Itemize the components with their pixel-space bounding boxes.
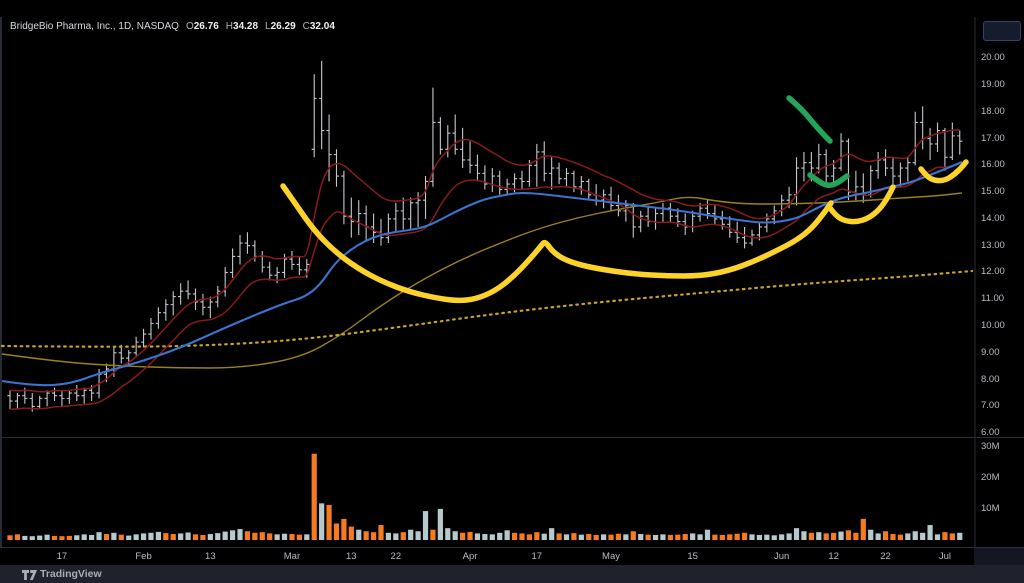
time-tick-label: 22 <box>390 551 402 562</box>
ohlc-key: O <box>185 21 194 32</box>
ohlc-value: 34.28 <box>233 21 259 32</box>
price-tick-label: 20.00 <box>981 52 1005 64</box>
ohlc-value: 32.04 <box>309 21 335 32</box>
footer-bar: TradingView <box>0 565 1024 583</box>
time-tick-label: Apr <box>462 551 478 562</box>
ohlc-value: 26.76 <box>193 21 219 32</box>
volume-tick-label: 10M <box>981 503 1000 514</box>
price-tick-label: 10.00 <box>981 320 1005 332</box>
price-axis-label-box <box>983 21 1021 41</box>
time-tick-label: 13 <box>205 551 216 562</box>
price-tick-label: 7.00 <box>981 400 1000 412</box>
price-tick-label: 19.00 <box>981 78 1005 90</box>
yellow-brush-drawing[interactable] <box>827 184 896 225</box>
volume-tick-label: 30M <box>981 441 1000 452</box>
ohlc-key: H <box>225 21 234 32</box>
blue-ma-line <box>1 161 963 387</box>
time-tick-label: 15 <box>687 551 698 562</box>
time-tick-label: Jul <box>938 551 951 562</box>
green-brush-drawing[interactable] <box>786 95 833 144</box>
time-tick-label: May <box>602 551 620 562</box>
price-tick-label: 16.00 <box>981 159 1005 171</box>
symbol-title[interactable]: BridgeBio Pharma, Inc., 1D, NASDAQ <box>10 21 179 32</box>
yellow-brush-drawing[interactable] <box>918 159 969 184</box>
time-tick-label: 17 <box>56 551 68 562</box>
ohlc-value: 26.29 <box>270 21 296 32</box>
price-tick-label: 18.00 <box>981 105 1005 117</box>
green-brush-drawing[interactable] <box>807 172 850 189</box>
price-tick-label: 9.00 <box>981 346 1000 358</box>
time-tick-label: 13 <box>346 551 357 562</box>
time-tick-label: Jun <box>774 551 790 562</box>
price-pane[interactable] <box>0 60 974 412</box>
time-tick-label: Feb <box>135 551 152 562</box>
tradingview-brand-text[interactable]: TradingView <box>40 568 102 580</box>
volume-pane[interactable] <box>7 453 963 540</box>
yellow-brush-drawing[interactable] <box>280 183 834 304</box>
price-tick-label: 12.00 <box>981 266 1005 278</box>
ohlc-key: C <box>302 21 310 32</box>
price-tick-label: 17.00 <box>981 132 1005 144</box>
dotted-trendline <box>0 269 974 348</box>
price-tick-label: 8.00 <box>981 373 1000 385</box>
ohlc-values: O26.76 H34.28 L26.29 C32.04 <box>179 21 335 32</box>
price-tick-label: 6.00 <box>981 427 1000 439</box>
time-tick-label: 17 <box>531 551 543 562</box>
price-tick-label: 13.00 <box>981 239 1005 251</box>
symbol-legend[interactable]: BridgeBio Pharma, Inc., 1D, NASDAQ O26.76… <box>10 20 335 34</box>
tradingview-logo-icon[interactable] <box>22 569 38 581</box>
time-tick-label: 22 <box>880 551 891 562</box>
time-tick-label: Mar <box>283 551 301 562</box>
time-tick-label: 12 <box>828 551 839 562</box>
price-tick-label: 14.00 <box>981 212 1005 224</box>
price-tick-label: 15.00 <box>981 186 1005 198</box>
price-tick-label: 11.00 <box>981 293 1005 305</box>
fast-ma-high-line <box>9 129 960 393</box>
axis-corner <box>975 548 1024 565</box>
volume-tick-label: 20M <box>981 472 1000 483</box>
ohlc-key: L <box>265 21 271 32</box>
